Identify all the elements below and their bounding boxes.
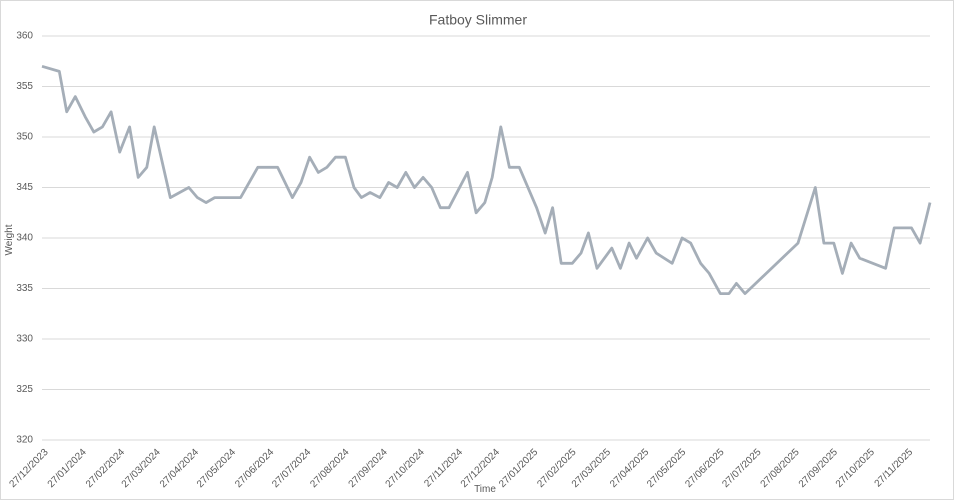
y-tick-label: 345 [16,182,33,193]
y-tick-label: 320 [16,435,33,446]
y-tick-label: 335 [16,283,33,294]
y-tick-label: 355 [16,81,33,92]
chart-title: Fatboy Slimmer [429,12,527,28]
y-tick-label: 360 [16,31,33,42]
y-tick-label: 350 [16,132,33,143]
y-axis-title: Weight [4,224,15,255]
y-tick-label: 325 [16,384,33,395]
y-tick-label: 340 [16,233,33,244]
line [41,64,932,295]
x-axis-title: Time [474,484,496,495]
y-tick-label: 330 [16,334,33,345]
